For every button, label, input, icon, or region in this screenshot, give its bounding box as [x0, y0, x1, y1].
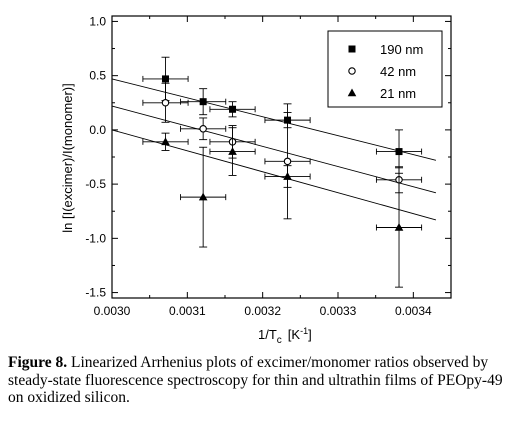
marker-circle	[161, 99, 170, 107]
y-tick-label: -1.0	[85, 231, 106, 245]
marker-square	[395, 148, 403, 156]
data-point	[264, 165, 311, 188]
x-axis-label-subscript: c	[277, 335, 282, 346]
legend: 190 nm 42 nm 21 nm	[327, 30, 443, 108]
marker-triangle	[198, 192, 208, 201]
y-tick-label: 0.0	[89, 123, 106, 137]
y-tick-label: -0.5	[85, 177, 106, 191]
legend-label: 190 nm	[380, 42, 423, 57]
marker-circle	[348, 67, 356, 75]
legend-item: 190 nm	[348, 42, 423, 57]
legend-label: 42 nm	[380, 64, 416, 79]
figure-label: Figure 8.	[8, 354, 68, 371]
x-tick-label: 0.0032	[244, 304, 281, 318]
data-point	[142, 132, 189, 151]
legend-item: 21 nm	[347, 86, 416, 101]
fit-line	[111, 105, 437, 194]
y-axis-label: ln [I(excimer)/I(monomer)]	[60, 83, 75, 233]
marker-square	[161, 75, 169, 83]
marker-triangle	[394, 223, 404, 231]
marker-triangle	[161, 137, 170, 146]
legend-item: 42 nm	[348, 64, 416, 79]
x-axis: 0.0030 0.0031 0.0032 0.0033 0.0034	[94, 16, 452, 318]
marker-triangle	[283, 172, 292, 180]
marker-triangle	[347, 88, 357, 97]
x-axis-label-unit-close: ]	[308, 327, 312, 342]
arrhenius-chart: 0.0030 0.0031 0.0032 0.0033 0.0034 -1.5-1.0-…	[60, 14, 452, 346]
data-point	[209, 127, 256, 176]
x-axis-label: 1/Tc [K-1]	[258, 326, 312, 346]
data-point	[180, 88, 227, 116]
x-axis-label-main: 1/T	[258, 327, 277, 342]
x-tick-label: 0.0030	[94, 304, 131, 318]
y-tick-label: 1.0	[89, 14, 106, 28]
fit-line	[111, 78, 437, 161]
y-axis: -1.5 -1.0 -0.5 0.0 0.5 1.0	[85, 14, 451, 300]
x-tick-label: 0.0034	[395, 304, 432, 318]
marker-square	[348, 45, 356, 53]
figure-caption: Figure 8. Linearized Arrhenius plots of …	[8, 354, 520, 407]
data-point	[264, 103, 311, 220]
marker-triangle	[228, 147, 237, 155]
marker-square	[229, 105, 237, 113]
data-points	[142, 56, 423, 288]
marker-square	[199, 98, 207, 106]
marker-circle	[199, 125, 207, 133]
data-point	[142, 82, 189, 123]
data-point	[180, 117, 227, 141]
x-axis-label-unit: [K	[288, 327, 301, 342]
legend-box	[327, 30, 443, 108]
data-point	[209, 101, 256, 118]
y-tick-label: -1.5	[85, 286, 106, 300]
fit-line	[111, 129, 437, 221]
x-tick-label: 0.0033	[320, 304, 357, 318]
marker-circle	[283, 157, 292, 166]
x-tick-label: 0.0031	[169, 304, 206, 318]
data-point	[180, 146, 227, 248]
data-point	[375, 129, 423, 174]
x-axis-label-unit-superscript: -1	[300, 326, 308, 336]
legend-label: 21 nm	[380, 86, 416, 101]
data-point	[375, 167, 423, 288]
figure-caption-text: Linearized Arrhenius plots of excimer/mo…	[8, 354, 503, 406]
y-tick-label: 0.5	[89, 69, 106, 83]
